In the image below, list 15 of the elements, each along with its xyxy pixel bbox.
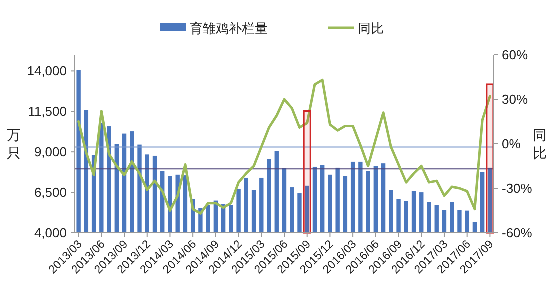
axis-title: 同比 — [533, 127, 547, 161]
y-tick-label: 9,000 — [34, 144, 67, 160]
y-tick-label: 11,500 — [28, 104, 67, 120]
line-series — [78, 78, 492, 215]
y-tick-label: 6,500 — [34, 185, 67, 200]
y2-tick-label: 0% — [502, 136, 522, 152]
y2-tick-label: 30% — [502, 92, 528, 107]
y2-tick-label: -60% — [502, 226, 533, 240]
legend-label: 育雏鸡补栏量 — [190, 21, 268, 36]
legend-label: 同比 — [358, 21, 384, 36]
y2-tick-label: -30% — [502, 181, 533, 196]
y2-tick-label: 60% — [502, 48, 528, 62]
y-tick-label: 4,000 — [34, 226, 67, 240]
y-tick-label: 14,000 — [27, 64, 67, 79]
axis-title: 万只 — [7, 127, 21, 161]
